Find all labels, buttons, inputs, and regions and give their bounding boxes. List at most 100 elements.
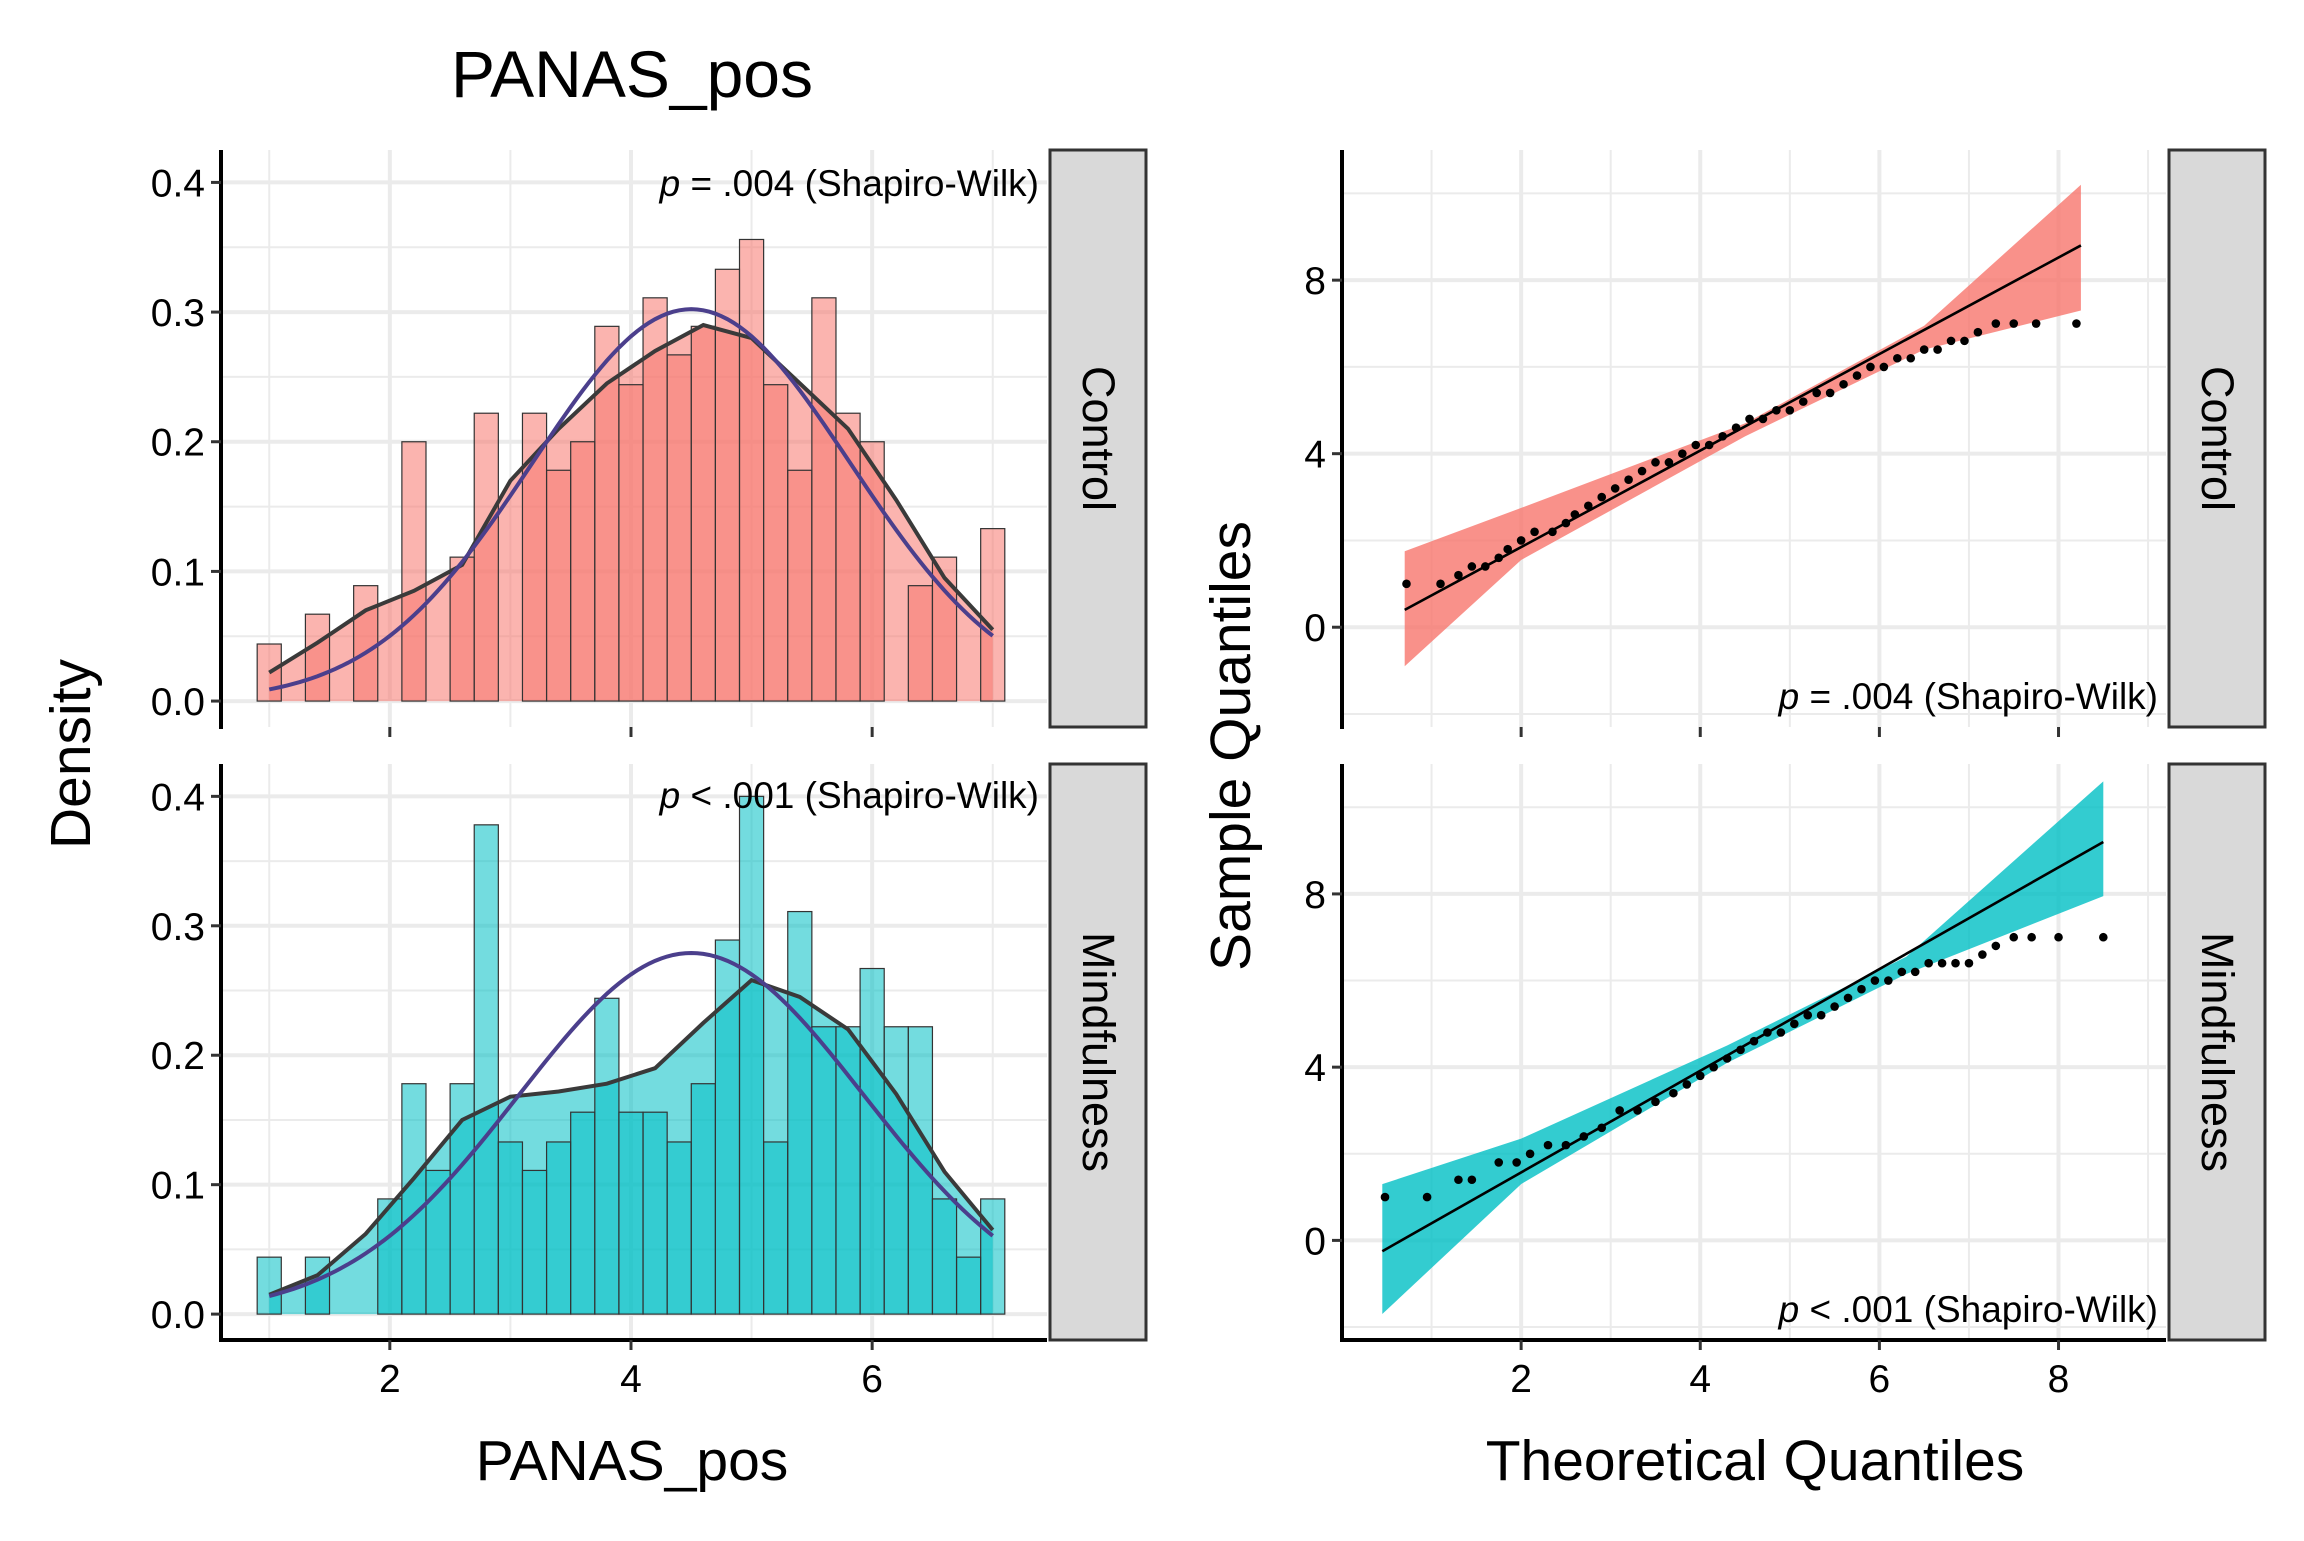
qq-point: [1624, 475, 1633, 485]
x-tick-label: 2: [379, 1358, 401, 1401]
qq-point: [1790, 1019, 1799, 1029]
annotation-p-value: = .004 (Shapiro-Wilk): [1799, 676, 2158, 717]
qq-point: [1454, 1175, 1463, 1185]
qq-point: [1830, 1002, 1839, 1011]
histogram-bar: [787, 469, 813, 702]
y-tick-label: 0: [1304, 1220, 1326, 1263]
qq-point: [1597, 492, 1607, 502]
qq-point: [1454, 570, 1463, 580]
qq-point: [1494, 553, 1504, 563]
normal-curve: [268, 951, 994, 1298]
histogram-bar: [907, 1026, 934, 1315]
histogram-bar: [931, 1198, 958, 1315]
y-tick-label: 0.2: [151, 1035, 205, 1078]
qq-point: [1924, 958, 1933, 968]
x-tick-label: 8: [2048, 1358, 2070, 1401]
qq-point: [1422, 1192, 1432, 1202]
qq-point: [1402, 579, 1411, 589]
y-tick-label: 0: [1304, 607, 1326, 650]
x-tick-label: 4: [620, 1358, 642, 1401]
histogram-bar: [859, 967, 885, 1315]
histogram-bar: [545, 469, 572, 702]
qq-point: [1561, 1140, 1571, 1150]
histogram-bar: [570, 441, 596, 702]
annotation-p-symbol: p: [659, 163, 681, 204]
qq-point: [1525, 1149, 1535, 1159]
x-tick-label: 6: [1869, 1358, 1891, 1401]
histogram-bar: [353, 585, 379, 702]
qq-point: [1951, 958, 1960, 968]
qq-point: [1467, 562, 1477, 571]
qq-point: [1906, 353, 1916, 363]
qq-point: [1803, 1010, 1813, 1020]
qq-point: [2027, 932, 2036, 942]
qq-point: [1543, 1140, 1553, 1150]
histogram-bar: [787, 910, 813, 1315]
qq-point: [1991, 941, 2001, 951]
histogram-bar: [473, 412, 499, 702]
qq-point: [1516, 536, 1526, 545]
qq-point: [1651, 1097, 1660, 1107]
histogram-bar: [497, 1141, 524, 1315]
histogram-bar: [473, 824, 499, 1315]
qq-point: [1651, 458, 1660, 467]
histogram-bar: [570, 1111, 596, 1315]
histogram-bar: [642, 1111, 668, 1315]
normal-curve: [268, 307, 994, 692]
qq-point: [1964, 958, 1974, 968]
qq-point: [1597, 1123, 1607, 1133]
facet-strip-label: Mindfulness: [2192, 932, 2243, 1172]
qq-point: [1736, 1045, 1745, 1055]
qq-point: [2009, 932, 2019, 942]
panel-qq-control: 0 4 8 p = .004 (Shapiro-Wilk) Control: [1304, 148, 2267, 737]
qq-point: [1731, 423, 1741, 432]
histogram-bar: [835, 412, 861, 702]
qq-point: [1494, 1158, 1504, 1167]
y-tick-label: 0.0: [151, 681, 205, 724]
facet-strip: [2167, 762, 2267, 1342]
histogram-bar: [955, 1256, 982, 1315]
qq-point: [1884, 976, 1893, 985]
facet-strip: [2167, 148, 2267, 729]
qq-point: [1919, 345, 1929, 354]
qq-point: [1664, 458, 1674, 467]
qq-point: [1991, 319, 2001, 328]
histogram-bar: [690, 325, 716, 702]
right-x-axis-title: Theoretical Quantiles: [1486, 1429, 2025, 1493]
qq-point: [1570, 510, 1580, 519]
qq-point: [1722, 1054, 1732, 1063]
qq-point: [2009, 319, 2019, 328]
qq-point: [1530, 527, 1539, 537]
qq-point: [1763, 1028, 1772, 1037]
y-tick-label: 0.0: [151, 1294, 205, 1337]
qq-point: [1380, 1192, 1390, 1202]
y-tick-label: 4: [1304, 434, 1326, 477]
qq-point: [1910, 967, 1920, 977]
facet-strip: [1048, 148, 1148, 729]
qq-reference-line: [1404, 244, 2082, 612]
qq-point: [1798, 397, 1808, 406]
qq-point: [2072, 319, 2081, 328]
qq-point: [1776, 1028, 1786, 1037]
qq-point: [1816, 1010, 1826, 1020]
qq-point: [1436, 579, 1445, 589]
histogram-bar: [763, 1141, 789, 1315]
qq-point: [1691, 440, 1701, 450]
qq-point: [1933, 345, 1942, 354]
histogram-bar: [714, 268, 741, 702]
qq-point: [1561, 518, 1571, 528]
annotation-p-symbol: p: [1778, 1289, 1800, 1330]
qq-point: [1937, 958, 1947, 968]
qq-point: [1678, 449, 1687, 458]
qq-point: [1843, 993, 1853, 1003]
histogram-bar: [521, 1169, 548, 1315]
histogram-bar: [304, 613, 331, 702]
shapiro-wilk-annotation: p < .001 (Shapiro-Wilk): [1778, 1289, 2158, 1330]
qq-point: [1852, 371, 1862, 380]
shapiro-wilk-annotation: p = .004 (Shapiro-Wilk): [1778, 676, 2158, 717]
qq-point: [1610, 484, 1620, 493]
y-tick-label: 0.3: [151, 292, 205, 335]
density-curve: [268, 322, 995, 675]
qq-point: [1615, 1106, 1624, 1115]
histogram-bar: [545, 1141, 572, 1315]
